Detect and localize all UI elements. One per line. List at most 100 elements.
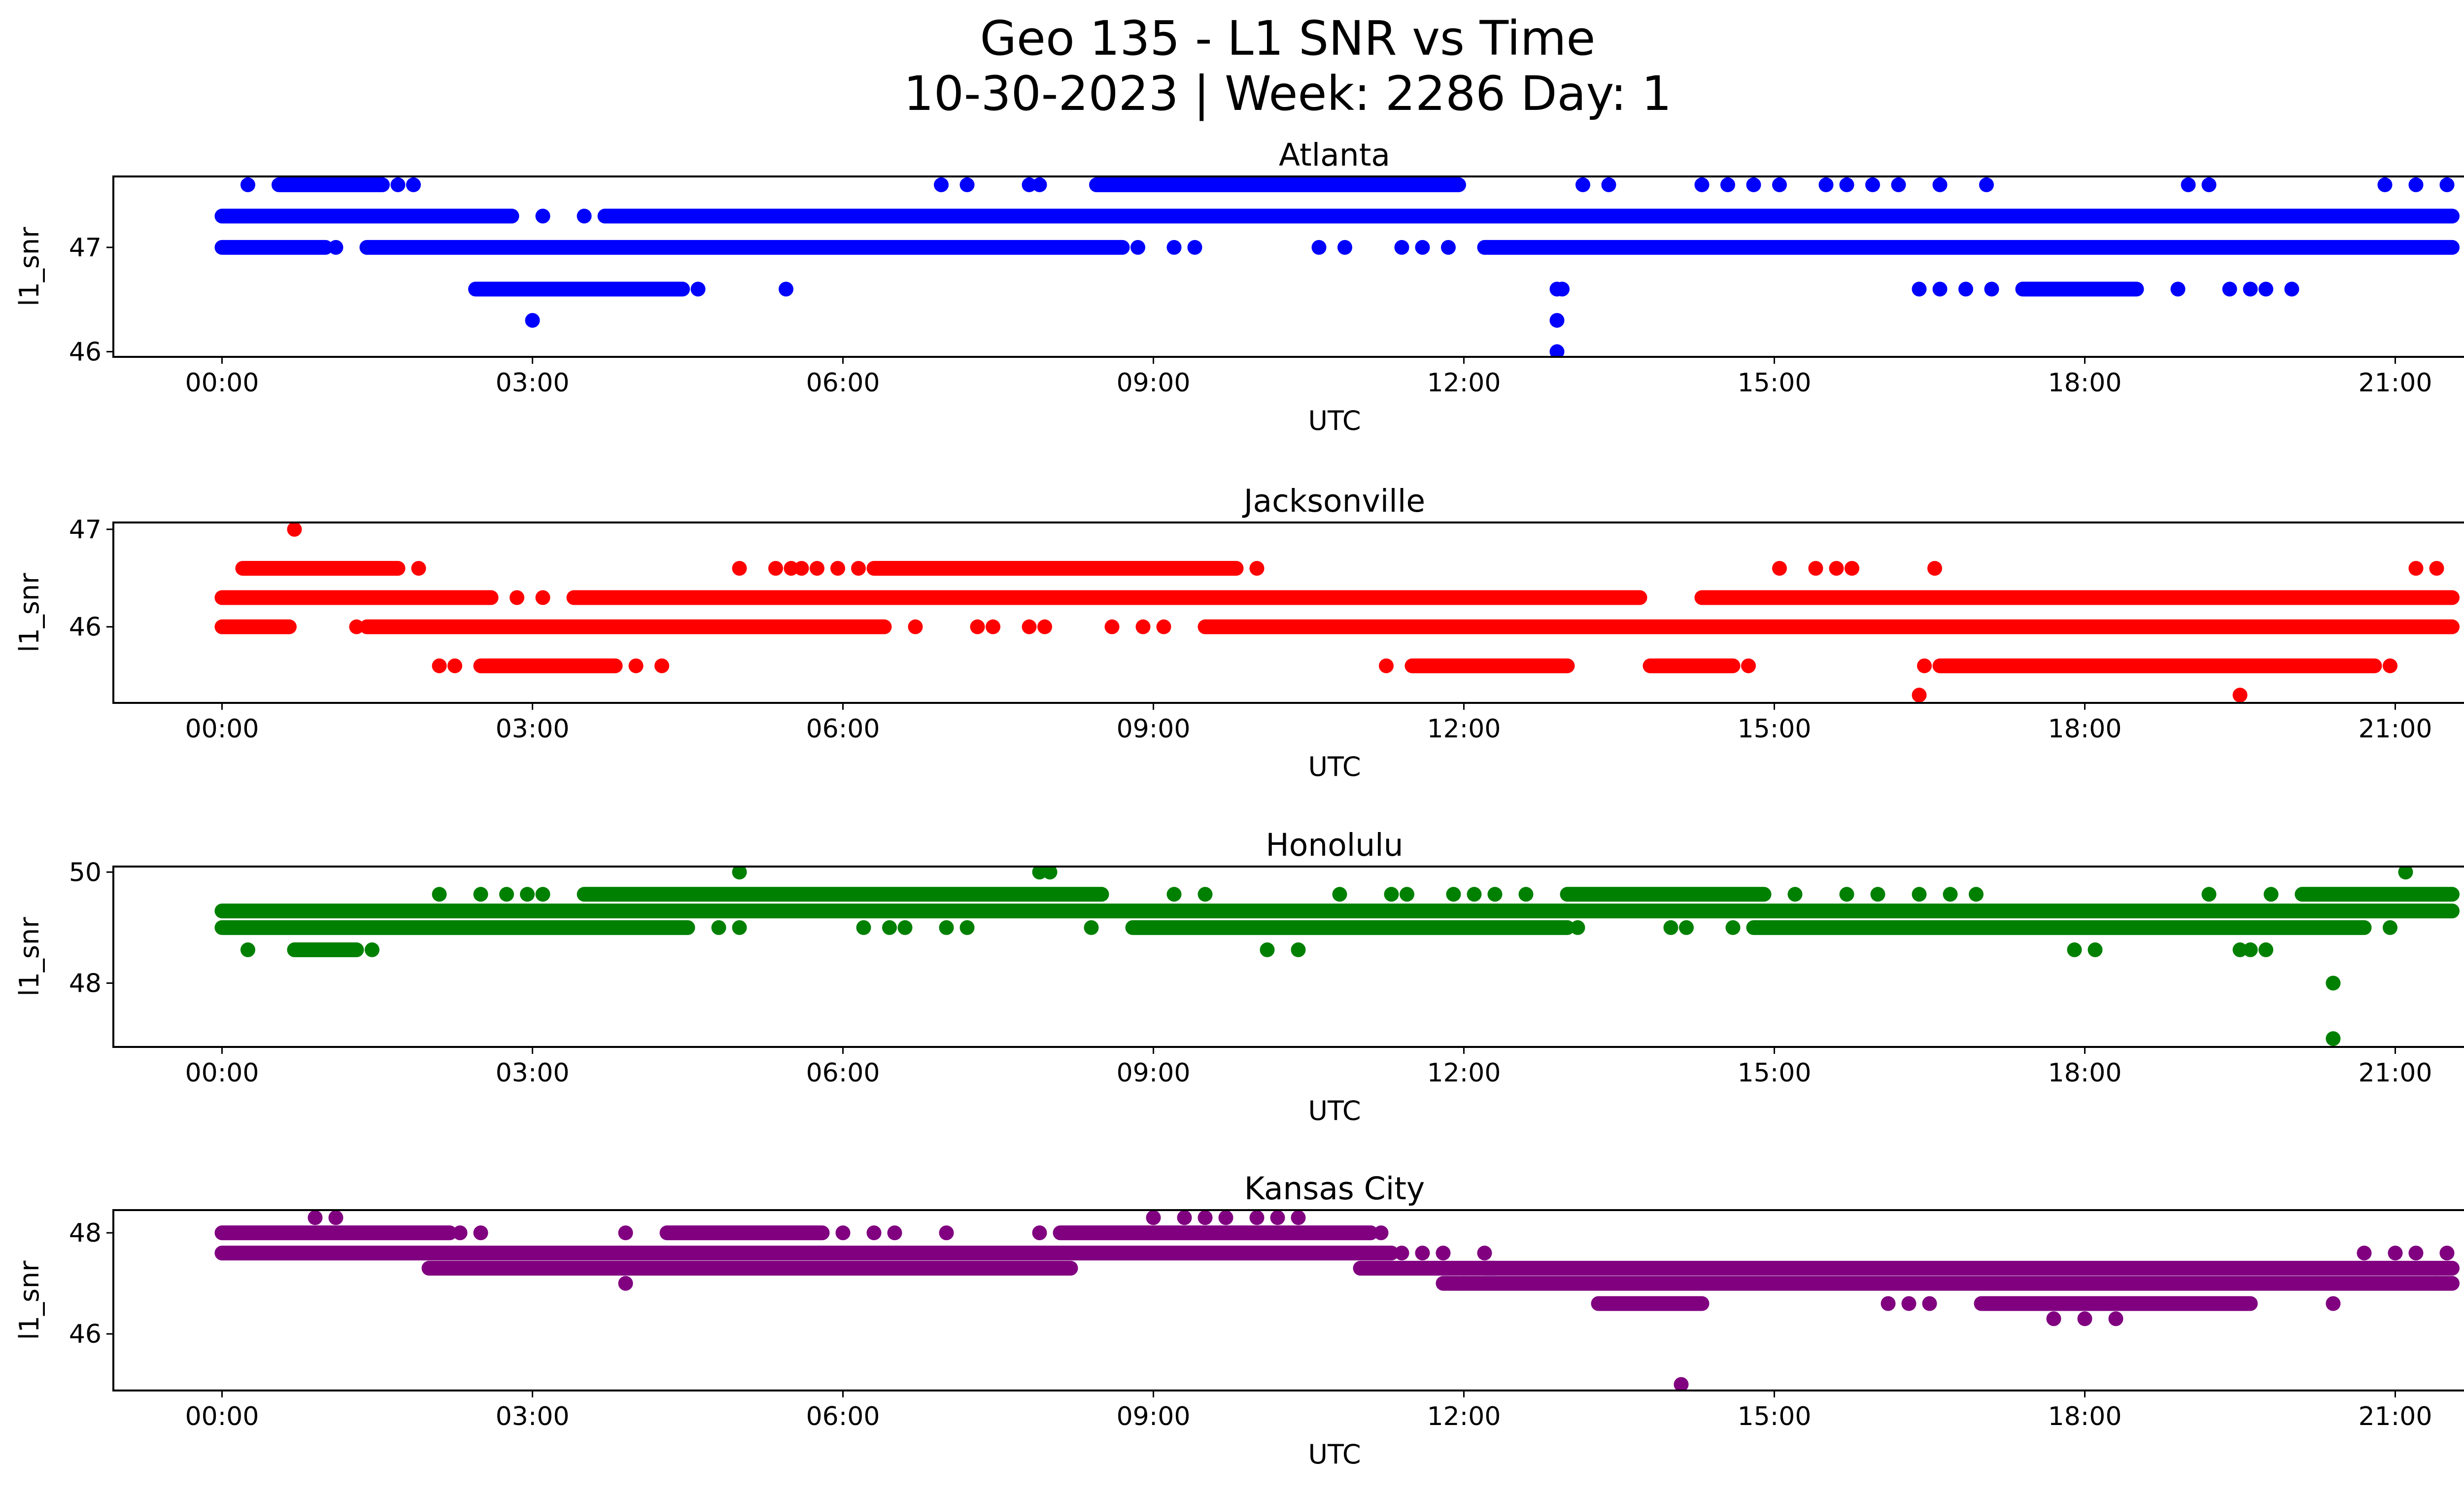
- data-point: [1917, 658, 1932, 673]
- figure-title-line2: 10-30-2023 | Week: 2286 Day: 1: [903, 66, 1672, 121]
- y-tick-label: 48: [69, 969, 102, 998]
- x-axis-label: UTC: [1308, 751, 1361, 782]
- data-point: [1555, 281, 1570, 297]
- data-point: [2067, 942, 2082, 957]
- data-point: [535, 887, 550, 902]
- subplot-atlanta: Atlanta 00:00 03:00 06:00 09:00 12:00 15:00 18:…: [14, 137, 2464, 436]
- data-point: [1032, 177, 1047, 192]
- x-tick-label: 15:00: [1738, 1402, 1812, 1431]
- y-tick-label: 47: [69, 233, 102, 263]
- data-point: [732, 560, 747, 576]
- data-point: [2243, 281, 2258, 297]
- data-point: [2383, 658, 2397, 673]
- y-tick-label: 50: [69, 858, 102, 887]
- data-point: [1741, 658, 1756, 673]
- data-point: [2222, 281, 2237, 297]
- x-tick-label: 06:00: [806, 1058, 880, 1088]
- x-tick-label: 12:00: [1427, 1402, 1501, 1431]
- data-point: [1415, 1246, 1430, 1261]
- data-point: [2259, 281, 2273, 297]
- data-point: [2243, 942, 2258, 957]
- x-tick-label: 09:00: [1117, 1058, 1191, 1088]
- data-point: [618, 1276, 633, 1291]
- y-tick-label: 46: [69, 1320, 102, 1349]
- data-point: [411, 560, 426, 576]
- data-point: [1818, 177, 1834, 192]
- x-tick-label: 15:00: [1738, 368, 1812, 398]
- y-axis-label: l1_snr: [14, 227, 45, 307]
- subplot-title: Jacksonville: [1242, 483, 1425, 519]
- data-point: [2232, 942, 2248, 957]
- data-point: [1291, 1210, 1306, 1225]
- data-point: [810, 560, 824, 576]
- data-point: [1441, 240, 1456, 255]
- subplot-title: Honolulu: [1266, 827, 1403, 863]
- data-point: [2408, 177, 2424, 192]
- axes-frame: [112, 1209, 2464, 1391]
- data-point: [2326, 1296, 2341, 1311]
- x-tick-label: 18:00: [2048, 714, 2122, 744]
- data-point: [1135, 619, 1151, 634]
- x-tick-label: 15:00: [1738, 1058, 1812, 1088]
- data-point: [1084, 920, 1099, 935]
- x-tick-label: 00:00: [185, 1058, 259, 1088]
- figure-title: Geo 135 - L1 SNR vs Time 10-30-2023 | We…: [0, 11, 2464, 121]
- data-point: [2429, 560, 2444, 576]
- data-point: [2408, 560, 2424, 576]
- subplot-honolulu: Honolulu 00:00 03:00 06:00 09:00 12:00 15:00 18…: [14, 827, 2464, 1126]
- axes-frame: [112, 522, 2464, 704]
- data-point: [535, 590, 550, 605]
- data-point: [452, 1225, 468, 1241]
- data-point: [1772, 177, 1787, 192]
- data-point: [2326, 1031, 2341, 1046]
- data-point: [2398, 867, 2413, 880]
- data-point: [835, 1225, 851, 1241]
- data-point: [1467, 887, 1482, 902]
- data-point: [1177, 1210, 1192, 1225]
- data-point: [1663, 920, 1678, 935]
- subplot-title: Atlanta: [1279, 137, 1390, 173]
- data-point: [1146, 1210, 1161, 1225]
- data-point: [1932, 177, 1948, 192]
- data-point: [1839, 887, 1854, 902]
- data-point: [1291, 942, 1306, 957]
- data-point: [1839, 177, 1854, 192]
- data-point: [1549, 313, 1565, 328]
- data-point: [1958, 281, 1973, 297]
- x-tick-label: 09:00: [1117, 714, 1191, 744]
- data-point: [328, 1210, 343, 1225]
- data-point: [365, 942, 379, 957]
- data-point: [690, 281, 706, 297]
- y-axis-label: l1_snr: [14, 917, 45, 997]
- data-point: [1130, 240, 1145, 255]
- data-point: [1984, 281, 1999, 297]
- data-point: [2201, 177, 2217, 192]
- data-point: [1384, 887, 1399, 902]
- subplot-jacksonville: Jacksonville 00:00 03:00 06:00 09:00 12:00 15:…: [14, 483, 2464, 782]
- x-tick-label: 18:00: [2048, 1402, 2122, 1431]
- data-point: [1891, 177, 1906, 192]
- data-point: [1881, 1296, 1896, 1311]
- data-point: [1337, 240, 1352, 255]
- plot-area: [214, 522, 2460, 703]
- data-point: [1725, 920, 1741, 935]
- data-point: [830, 560, 845, 576]
- x-tick-label: 03:00: [496, 714, 570, 744]
- data-point: [240, 942, 255, 957]
- data-point: [934, 177, 949, 192]
- data-point: [1394, 1246, 1409, 1261]
- data-point: [577, 209, 592, 224]
- data-point: [349, 619, 364, 634]
- data-point: [1969, 887, 1984, 902]
- y-tick-label: 46: [69, 337, 102, 367]
- data-point: [1901, 1296, 1916, 1311]
- data-point: [1218, 1210, 1233, 1225]
- x-tick-label: 00:00: [185, 368, 259, 398]
- data-point: [1037, 619, 1052, 634]
- data-point: [2357, 1246, 2372, 1261]
- data-point: [1912, 688, 1927, 703]
- x-axis-label: UTC: [1308, 405, 1361, 436]
- data-point: [2201, 887, 2217, 902]
- x-tick-label: 09:00: [1117, 1402, 1191, 1431]
- data-point: [1922, 1296, 1937, 1311]
